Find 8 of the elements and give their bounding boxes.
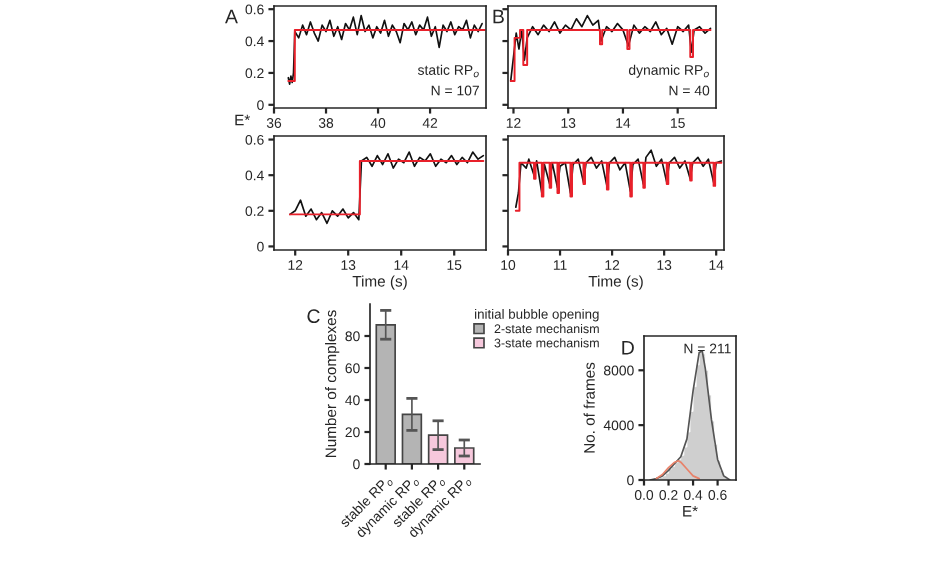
- bar: [401, 413, 423, 464]
- chart-title: D: [622, 341, 634, 355]
- line-series: [655, 459, 701, 480]
- chart-title: A: [225, 9, 238, 24]
- chart-title: C: [307, 309, 320, 324]
- chart-title: B: [493, 9, 504, 24]
- line-series: [287, 14, 483, 85]
- bar: [375, 323, 396, 464]
